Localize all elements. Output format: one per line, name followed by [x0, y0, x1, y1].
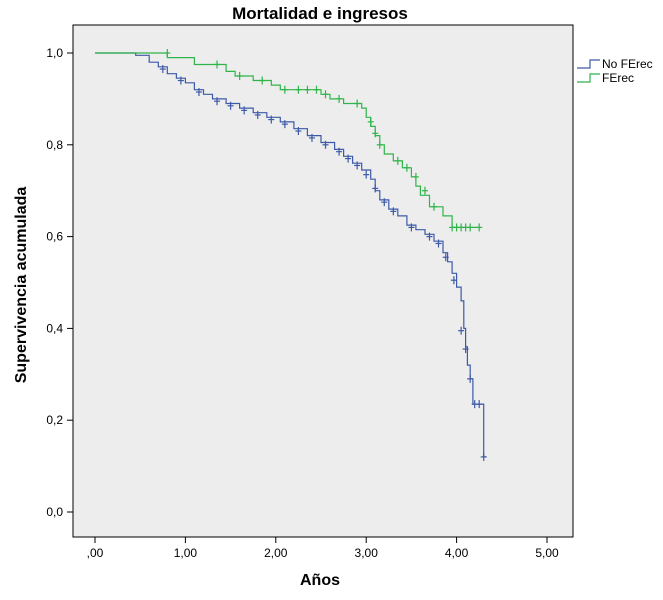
x-tick-label: 2,00	[264, 546, 288, 560]
legend-no-ferec-swatch	[577, 59, 600, 69]
y-tick-label: 0,4	[46, 321, 63, 335]
y-axis-title: Supervivencia acumulada	[13, 187, 30, 384]
axes: ,00 1,00 2,00 3,00 4,00 5,00 0,0 0,2 0,4 0,6 0,8 1,…	[46, 46, 559, 560]
legend-no-ferec-label: No FErec	[602, 57, 653, 71]
y-tick-label: 1,0	[46, 46, 63, 60]
x-tick-label: 1,00	[174, 546, 198, 560]
x-axis-title: Años	[300, 572, 340, 589]
y-tick-label: 0,0	[46, 505, 63, 519]
x-tick-label: ,00	[87, 546, 104, 560]
series-layer	[95, 49, 487, 461]
chart-title: Mortalidad e ingresos	[232, 4, 408, 23]
y-tick-label: 0,8	[46, 138, 63, 152]
series-no-ferec-line	[95, 52, 486, 458]
legend-ferec-swatch	[577, 73, 600, 83]
x-tick-label: 3,00	[355, 546, 379, 560]
plot-background	[72, 24, 574, 538]
x-tick-label: 4,00	[445, 546, 469, 560]
x-tick-label: 5,00	[535, 546, 559, 560]
y-tick-label: 0,6	[46, 230, 63, 244]
legend-ferec-label: FErec	[602, 71, 634, 85]
y-tick-label: 0,2	[46, 413, 63, 427]
